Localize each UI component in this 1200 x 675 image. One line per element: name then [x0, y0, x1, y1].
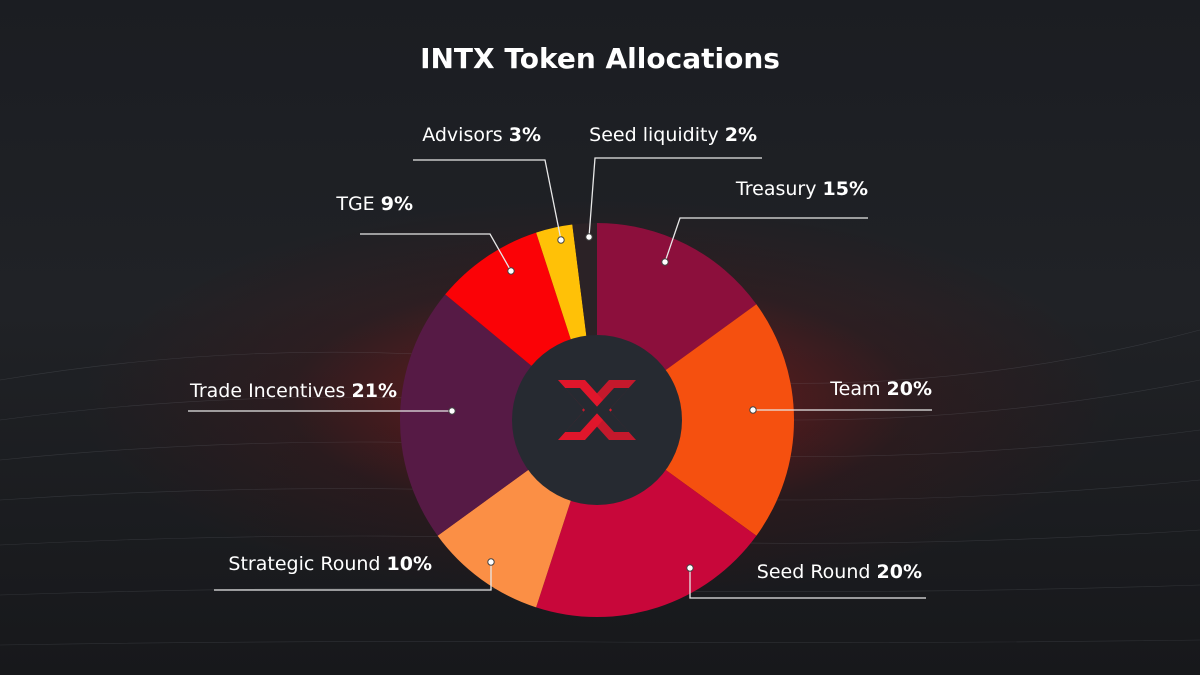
leader-line	[689, 568, 926, 599]
slice-label: TGE 9%	[335, 193, 413, 215]
leader-dot	[585, 233, 593, 241]
value-label: 21%	[352, 380, 397, 402]
leader-dot	[507, 267, 515, 275]
leader-line	[588, 157, 762, 238]
leader-line	[664, 217, 868, 263]
leader-dot	[749, 406, 757, 414]
slice-label: Trade Incentives 21%	[189, 380, 397, 402]
value-label: 10%	[387, 553, 432, 575]
leader-dot	[686, 564, 694, 572]
leader-line	[413, 159, 562, 241]
leader-dot	[557, 236, 565, 244]
category-name: Advisors	[422, 124, 502, 146]
value-label: 15%	[823, 178, 868, 200]
leader-dot	[487, 558, 495, 566]
category-name: Team	[829, 378, 880, 400]
value-label: 20%	[887, 378, 932, 400]
slice-label: Seed liquidity 2%	[589, 124, 757, 146]
leader-dot	[448, 407, 456, 415]
leader-line	[214, 562, 492, 591]
slice-label: Treasury 15%	[735, 178, 868, 200]
pie-slice	[399, 294, 597, 536]
leader-line	[360, 233, 512, 272]
logo	[558, 380, 636, 440]
chart-title: INTX Token Allocations	[420, 42, 780, 75]
category-name: TGE	[335, 193, 374, 215]
value-label: 9%	[381, 193, 413, 215]
category-name: Strategic Round	[228, 553, 380, 575]
slice-label: Strategic Round 10%	[228, 553, 432, 575]
slice-label: Team 20%	[829, 378, 932, 400]
slice-label: Seed Round 20%	[757, 561, 922, 583]
category-name: Seed Round	[757, 561, 871, 583]
value-label: 3%	[509, 124, 541, 146]
category-name: Treasury	[735, 178, 817, 200]
value-label: 20%	[877, 561, 922, 583]
pie-slice	[597, 304, 794, 536]
category-name: Trade Incentives	[189, 380, 345, 402]
slice-label: Advisors 3%	[422, 124, 541, 146]
labels: Treasury 15%Team 20%Seed Round 20%Strate…	[188, 124, 932, 599]
value-label: 2%	[725, 124, 757, 146]
category-name: Seed liquidity	[589, 124, 719, 146]
leader-dot	[661, 258, 669, 266]
